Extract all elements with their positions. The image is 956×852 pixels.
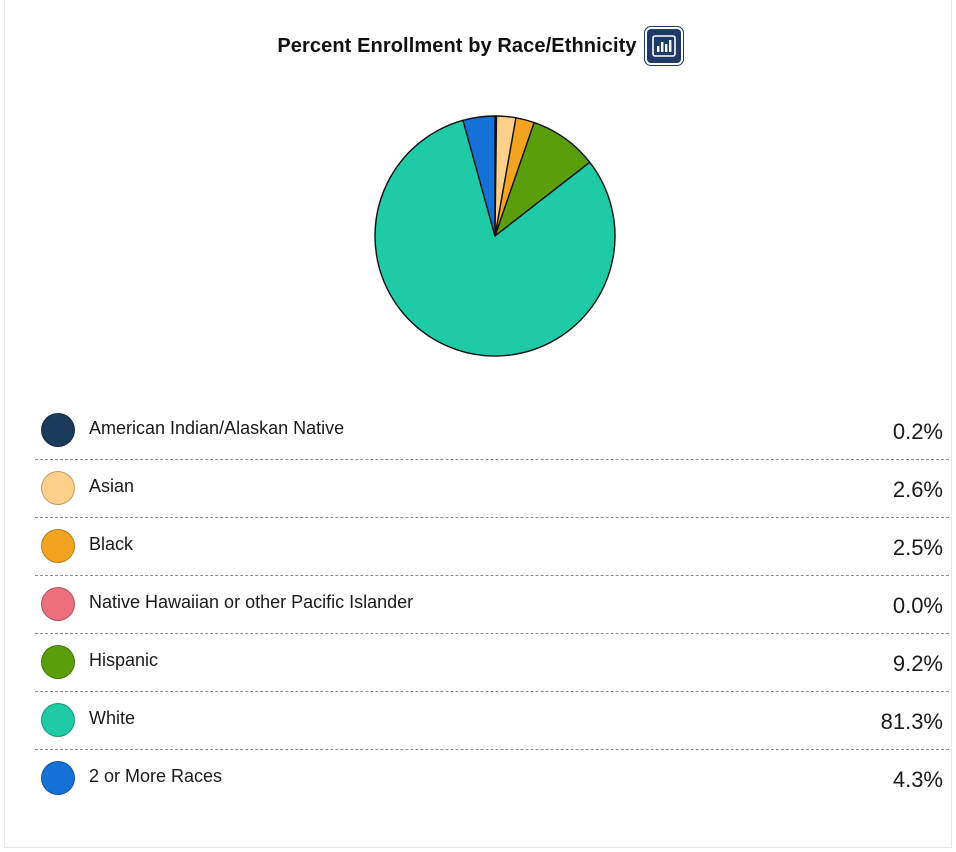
pie-chart-svg xyxy=(374,115,616,357)
legend-value: 2.6% xyxy=(892,477,943,502)
bar-chart-icon-glyph xyxy=(651,35,676,57)
legend-label: Hispanic xyxy=(89,650,159,670)
legend-row-white[interactable]: White 81.3% xyxy=(35,692,949,750)
chart-card: Percent Enrollment by Race/Ethnicity Ame… xyxy=(4,0,952,848)
legend-value: 2.5% xyxy=(892,535,943,560)
legend-value: 0.2% xyxy=(892,419,943,444)
legend-label: Black xyxy=(89,534,134,554)
legend-swatch xyxy=(41,413,75,447)
legend-value: 4.3% xyxy=(892,767,943,792)
legend-swatch xyxy=(41,587,75,621)
legend-swatch xyxy=(41,703,75,737)
legend-value: 9.2% xyxy=(892,651,943,676)
legend-label: White xyxy=(89,708,136,728)
legend-row-hispanic[interactable]: Hispanic 9.2% xyxy=(35,634,949,692)
legend-row-asian[interactable]: Asian 2.6% xyxy=(35,460,949,518)
pie-slice-white[interactable] xyxy=(374,119,616,357)
legend-row-2-or-more-races[interactable]: 2 or More Races 4.3% xyxy=(35,750,949,808)
pie-slice-2-or-more-races[interactable] xyxy=(462,115,496,237)
legend-label: Asian xyxy=(89,476,135,496)
chart-header: Percent Enrollment by Race/Ethnicity xyxy=(5,26,953,66)
legend-label: American Indian/Alaskan Native xyxy=(89,418,345,438)
legend-label: 2 or More Races xyxy=(89,766,223,786)
legend-swatch xyxy=(41,645,75,679)
legend-value: 0.0% xyxy=(892,593,943,618)
legend-value: 81.3% xyxy=(880,709,943,734)
legend-label: Native Hawaiian or other Pacific Islande… xyxy=(89,592,414,612)
bar-chart-icon[interactable] xyxy=(646,29,681,63)
legend-row-american-indian-alaskan-native[interactable]: American Indian/Alaskan Native 0.2% xyxy=(35,402,949,460)
pie-chart xyxy=(369,110,621,362)
legend-row-native-hawaiian-or-other-pacific-islander[interactable]: Native Hawaiian or other Pacific Islande… xyxy=(35,576,949,634)
legend-swatch xyxy=(41,761,75,795)
legend: American Indian/Alaskan Native 0.2% Asian 2… xyxy=(35,402,949,808)
chart-title: Percent Enrollment by Race/Ethnicity xyxy=(277,34,637,57)
legend-row-black[interactable]: Black 2.5% xyxy=(35,518,949,576)
legend-swatch xyxy=(41,529,75,563)
legend-swatch xyxy=(41,471,75,505)
